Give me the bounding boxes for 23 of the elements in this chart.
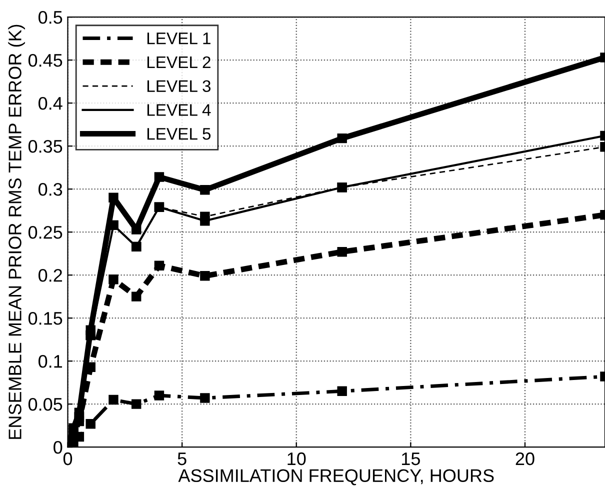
x-tick-label: 0 (63, 452, 72, 466)
y-tick-label: 0 (54, 441, 62, 454)
legend-label: LEVEL 4 (147, 104, 211, 116)
y-axis-title: ENSEMBLE MEAN PRIOR RMS TEMP ERROR (K) (8, 24, 25, 439)
y-tick-label: 0.1 (38, 354, 62, 368)
legend-label: LEVEL 1 (147, 32, 210, 44)
x-tick-label: 5 (178, 452, 186, 466)
x-axis-title: ASSIMILATION FREQUENCY, HOURS (178, 469, 494, 486)
legend-label: LEVEL 5 (147, 128, 211, 140)
x-tick-label: 20 (516, 452, 534, 466)
y-tick-label: 0.3 (38, 182, 62, 196)
y-tick-label: 0.45 (28, 54, 62, 67)
y-tick-label: 0.2 (38, 268, 62, 282)
x-tick-label: 10 (288, 452, 306, 466)
y-tick-label: 0.25 (28, 226, 62, 239)
y-tick-label: 0.05 (28, 398, 62, 411)
y-tick-label: 0.5 (38, 10, 62, 24)
y-tick-label: 0.35 (28, 140, 62, 153)
y-tick-label: 0.4 (38, 96, 62, 110)
y-tick-label: 0.15 (28, 312, 62, 325)
legend-label: LEVEL 2 (147, 56, 210, 68)
legend-label: LEVEL 3 (147, 80, 211, 92)
x-tick-label: 15 (402, 452, 420, 466)
